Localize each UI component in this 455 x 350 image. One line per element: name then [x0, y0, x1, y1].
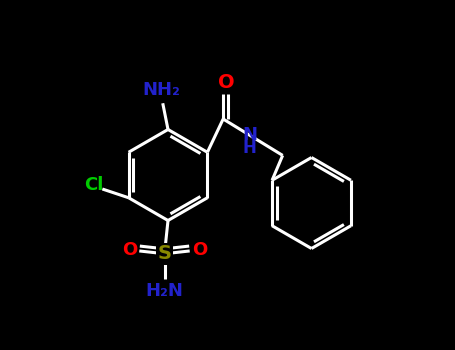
Text: H: H — [243, 139, 256, 157]
Text: O: O — [217, 73, 234, 92]
Text: NH₂: NH₂ — [142, 81, 180, 99]
Text: O: O — [122, 241, 137, 259]
Text: O: O — [192, 241, 207, 259]
Text: Cl: Cl — [84, 176, 103, 195]
Text: S: S — [157, 244, 172, 263]
Text: N: N — [242, 126, 257, 145]
Text: H₂N: H₂N — [146, 282, 183, 300]
